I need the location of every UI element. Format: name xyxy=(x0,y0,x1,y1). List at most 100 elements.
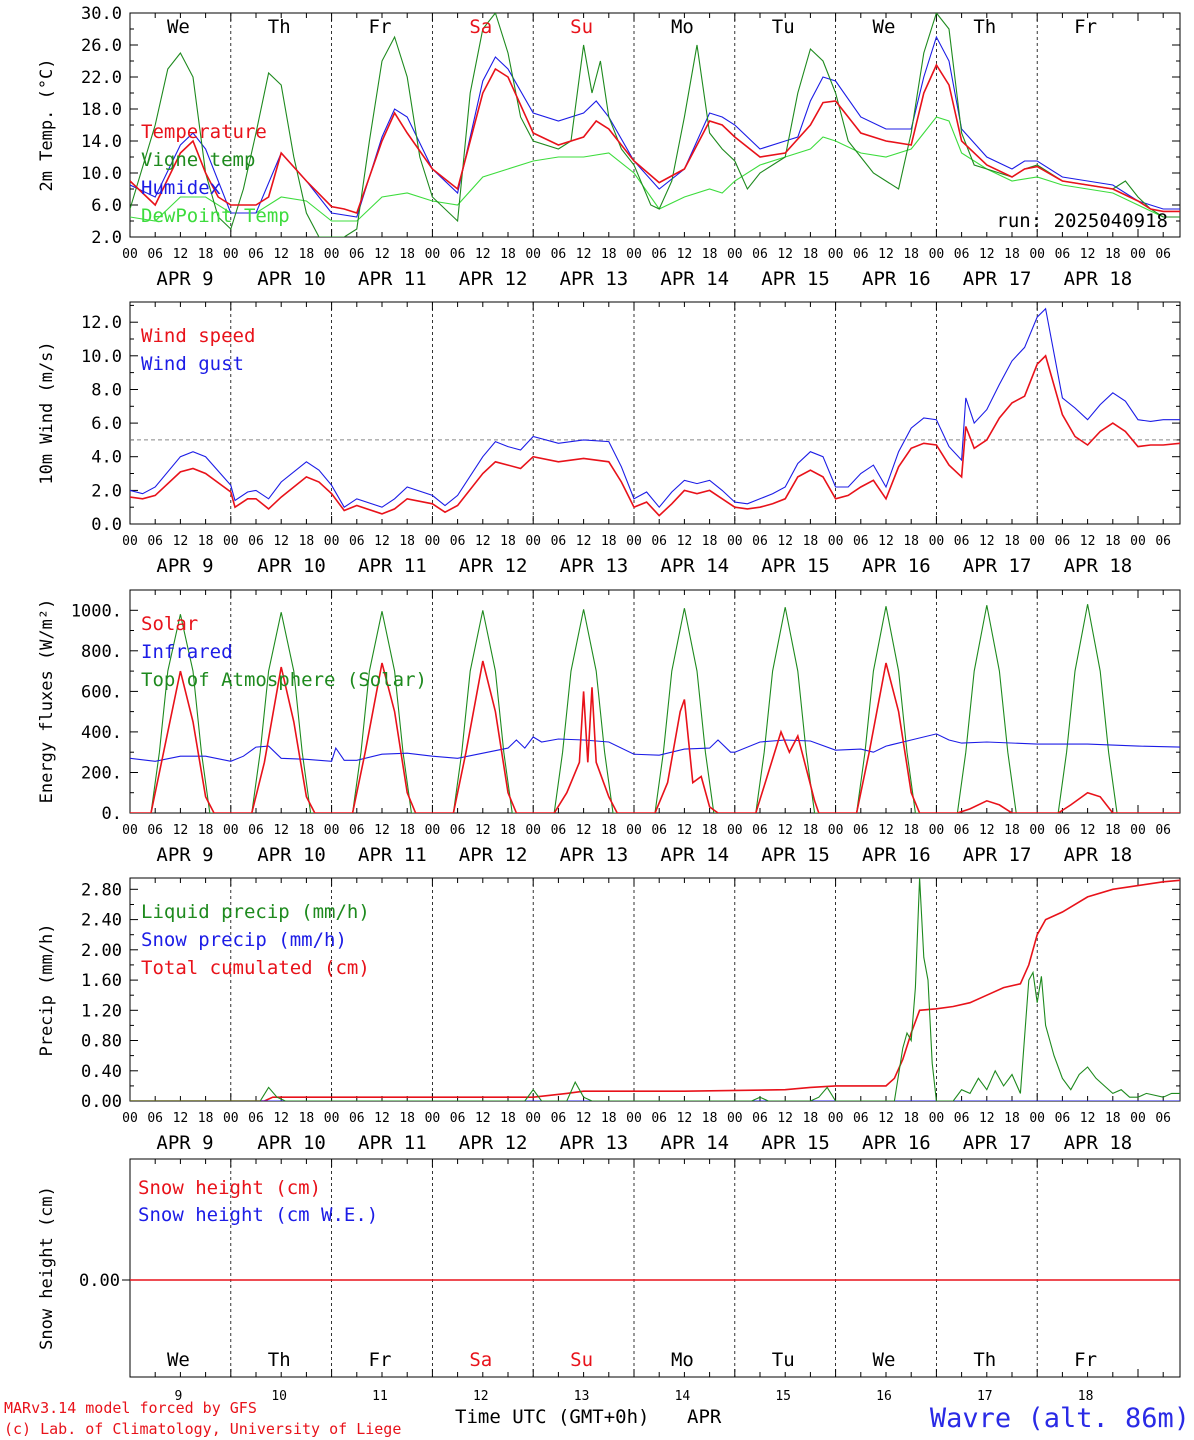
day-number: 9 xyxy=(174,1389,182,1404)
hour-tick-label: 12 xyxy=(273,247,289,262)
day-name: Su xyxy=(570,16,593,38)
date-label: APR 18 xyxy=(1064,268,1133,290)
hour-tick-label: 18 xyxy=(903,1111,919,1126)
date-label: APR 15 xyxy=(761,268,830,290)
legend-entry: Snow height (cm) xyxy=(138,1177,321,1199)
series-vigne-temp xyxy=(130,13,1180,237)
hour-tick-label: 06 xyxy=(1055,247,1071,262)
hour-tick-label: 12 xyxy=(273,1111,289,1126)
date-label: APR 16 xyxy=(862,1132,931,1154)
hour-tick-label: 06 xyxy=(1155,247,1171,262)
hour-tick-label: 00 xyxy=(1130,247,1146,262)
panel-snow: 0.00 Snow height (cm) Snow height (cm) Snow… xyxy=(37,1158,1181,1404)
date-label: APR 9 xyxy=(156,268,213,290)
hour-tick-label: 12 xyxy=(374,823,390,838)
hour-tick-label: 00 xyxy=(929,247,945,262)
hour-tick-label: 00 xyxy=(1029,247,1045,262)
hour-tick-label: 18 xyxy=(601,247,617,262)
y-axis-label: Snow height (cm) xyxy=(37,1186,57,1350)
hour-tick-label: 06 xyxy=(1155,534,1171,549)
date-label: APR 13 xyxy=(560,268,629,290)
hour-tick-label: 00 xyxy=(828,823,844,838)
date-label: APR 16 xyxy=(862,844,931,866)
plot-frame xyxy=(129,589,1181,814)
hour-tick-label: 06 xyxy=(349,1111,365,1126)
y-tick-label: 22.0 xyxy=(81,68,122,88)
hour-tick-label: 00 xyxy=(626,823,642,838)
y-tick-label: 800. xyxy=(81,642,122,662)
day-number: 14 xyxy=(675,1389,691,1404)
hour-tick-label: 00 xyxy=(929,534,945,549)
date-label: APR 14 xyxy=(660,555,729,577)
date-label: APR 13 xyxy=(560,1132,629,1154)
date-label: APR 11 xyxy=(358,555,427,577)
y-tick-label: 26.0 xyxy=(81,36,122,56)
hour-tick-label: 12 xyxy=(374,1111,390,1126)
hour-tick-label: 06 xyxy=(147,823,163,838)
hour-tick-label: 12 xyxy=(273,823,289,838)
day-number: 15 xyxy=(775,1389,791,1404)
day-name: Fr xyxy=(1074,16,1097,38)
hour-tick-label: 00 xyxy=(122,534,138,549)
hour-tick-label: 12 xyxy=(475,1111,491,1126)
series-total-cumulated-cm xyxy=(130,879,1180,1101)
legend-entry: Snow precip (mm/h) xyxy=(141,929,347,951)
y-tick-label: 4.0 xyxy=(91,448,122,468)
legend-entry: Top of Atmosphere (Solar) xyxy=(141,669,427,691)
hour-tick-label: 06 xyxy=(1155,1111,1171,1126)
hour-tick-label: 00 xyxy=(1130,1111,1146,1126)
hour-tick-label: 18 xyxy=(903,823,919,838)
hour-tick-label: 12 xyxy=(173,823,189,838)
hour-tick-label: 06 xyxy=(248,534,264,549)
y-tick-label: 2.00 xyxy=(81,941,122,961)
day-name: Th xyxy=(268,16,291,38)
hour-tick-label: 12 xyxy=(878,1111,894,1126)
day-name: Th xyxy=(973,1349,996,1371)
y-tick-label: 8.0 xyxy=(91,381,122,401)
hour-tick-label: 06 xyxy=(147,1111,163,1126)
hour-tick-label: 00 xyxy=(525,247,541,262)
hour-tick-label: 00 xyxy=(324,1111,340,1126)
day-number: 18 xyxy=(1078,1389,1094,1404)
hour-tick-label: 18 xyxy=(803,247,819,262)
series-top-of-atmosphere-solar xyxy=(130,604,1180,813)
day-number: 13 xyxy=(574,1389,590,1404)
hour-tick-label: 12 xyxy=(374,247,390,262)
hour-tick-label: 06 xyxy=(349,823,365,838)
y-tick-label: 1.20 xyxy=(81,1001,122,1021)
hour-tick-label: 12 xyxy=(576,534,592,549)
y-axis-label: 2m Temp. (°C) xyxy=(37,58,57,191)
hour-tick-label: 00 xyxy=(425,1111,441,1126)
hour-tick-label: 00 xyxy=(727,534,743,549)
day-name: Mo xyxy=(671,1349,694,1371)
hour-tick-label: 12 xyxy=(677,534,693,549)
hour-tick-label: 12 xyxy=(1080,247,1096,262)
hour-tick-label: 18 xyxy=(1004,1111,1020,1126)
hour-tick-label: 18 xyxy=(500,534,516,549)
hour-tick-label: 00 xyxy=(122,247,138,262)
legend-entry: Wind gust xyxy=(141,353,244,375)
hour-tick-label: 00 xyxy=(324,247,340,262)
hour-tick-label: 06 xyxy=(651,1111,667,1126)
y-tick-label: 6.0 xyxy=(91,196,122,216)
hour-tick-label: 12 xyxy=(1080,534,1096,549)
hour-tick-label: 06 xyxy=(752,534,768,549)
y-tick-label: 14.0 xyxy=(81,132,122,152)
hour-tick-label: 12 xyxy=(475,534,491,549)
day-name: Mo xyxy=(671,16,694,38)
hour-tick-label: 12 xyxy=(677,247,693,262)
hour-tick-label: 12 xyxy=(777,534,793,549)
hour-tick-label: 00 xyxy=(828,1111,844,1126)
date-label: APR 17 xyxy=(963,844,1032,866)
hour-tick-label: 18 xyxy=(601,1111,617,1126)
legend-entry: Infrared xyxy=(141,641,233,663)
hour-tick-label: 12 xyxy=(677,1111,693,1126)
plot-frame xyxy=(129,301,1181,525)
y-tick-label: 600. xyxy=(81,682,122,702)
hour-tick-label: 12 xyxy=(777,823,793,838)
hour-tick-label: 18 xyxy=(903,534,919,549)
hour-tick-label: 12 xyxy=(173,247,189,262)
series-liquid-precip-mm-h xyxy=(130,878,1180,1101)
hour-tick-label: 00 xyxy=(324,823,340,838)
hour-tick-label: 06 xyxy=(551,534,567,549)
